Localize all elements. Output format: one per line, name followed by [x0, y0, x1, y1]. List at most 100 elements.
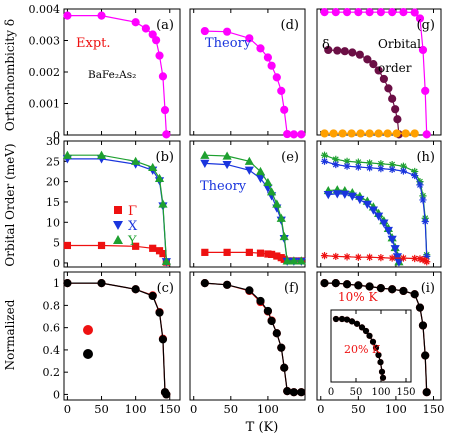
data-point [366, 159, 374, 167]
panel-frame [330, 309, 412, 383]
data-point [399, 167, 408, 175]
data-point [415, 14, 425, 23]
data-point [280, 363, 289, 372]
panel-letter: (d) [281, 18, 299, 33]
data-point [320, 129, 329, 138]
data-point [62, 150, 73, 159]
data-point [348, 48, 357, 57]
data-point [416, 181, 424, 189]
x-tick-label: 100 [371, 387, 390, 398]
data-point [362, 327, 370, 335]
data-point [297, 130, 306, 139]
data-point [338, 315, 346, 323]
data-point [267, 187, 277, 196]
data-point [223, 248, 231, 256]
x-tick-label: 150 [159, 402, 181, 416]
data-point [277, 343, 286, 352]
data-point [200, 26, 209, 36]
xlabel: T (K) [246, 420, 279, 435]
annotation: Expt. [76, 36, 111, 51]
data-point [399, 254, 408, 262]
data-point [272, 73, 281, 82]
data-point [388, 160, 396, 169]
annotation: Orbital [378, 37, 421, 51]
annotation: δ [322, 38, 330, 53]
legend-marker [83, 349, 93, 359]
annotation: Theory [205, 36, 252, 51]
data-point [263, 53, 273, 62]
data-point [158, 335, 168, 344]
y-tick-label: 0 [53, 257, 60, 270]
data-point [222, 27, 232, 36]
data-point [355, 195, 365, 205]
data-point [354, 163, 362, 171]
x-tick-label: 0 [64, 402, 71, 416]
data-point [276, 213, 286, 222]
data-point [97, 11, 106, 20]
data-point [399, 162, 408, 170]
panel-letter: (g) [417, 18, 435, 33]
data-point [388, 8, 397, 17]
data-point [399, 286, 408, 296]
y-tick-label: 1 [53, 277, 60, 290]
panel-7: 0 50 100 (f) [189, 271, 306, 416]
data-point [320, 157, 329, 165]
data-point [338, 129, 347, 138]
data-point [159, 249, 167, 258]
data-point [267, 316, 276, 326]
data-point [283, 129, 292, 139]
data-point [161, 256, 171, 265]
data-point [369, 60, 378, 69]
data-point [97, 279, 106, 288]
legend-label: Γ [128, 204, 137, 219]
data-point [323, 191, 333, 200]
x-tick-label: 100 [257, 402, 279, 416]
data-point [63, 241, 72, 250]
data-point [332, 315, 340, 323]
data-point [388, 94, 397, 103]
y-tick-label: 0.6 [43, 322, 61, 335]
data-point [264, 250, 272, 258]
data-point [342, 8, 352, 17]
data-point [366, 332, 373, 339]
data-point [263, 306, 273, 316]
data-point [379, 374, 387, 381]
data-point [355, 50, 364, 59]
data-point [411, 171, 419, 180]
y-tick-label: 0.001 [29, 98, 61, 111]
data-point [333, 46, 342, 55]
data-point [289, 388, 298, 397]
data-point [399, 8, 408, 17]
data-point [131, 285, 140, 294]
data-point [347, 192, 357, 201]
data-point [200, 279, 209, 288]
legend-marker [114, 206, 122, 214]
y-tick-label: 0.2 [43, 366, 61, 379]
data-point [369, 338, 377, 345]
legend-marker [113, 235, 123, 244]
panel-letter: (f) [284, 281, 299, 296]
data-point [154, 173, 165, 182]
data-point [377, 165, 385, 173]
data-point [340, 190, 350, 199]
data-point [366, 164, 374, 172]
data-point [200, 150, 210, 159]
data-point [411, 254, 419, 263]
data-point [388, 254, 396, 262]
y-tick-label: 0.004 [29, 3, 61, 16]
data-point [256, 296, 265, 306]
legend-label: Y [127, 234, 137, 249]
data-point [162, 130, 171, 139]
y-tick-label: 0.002 [29, 66, 61, 79]
x-tick-label: 100 [385, 402, 407, 416]
data-point [283, 386, 292, 396]
data-point [354, 8, 363, 17]
y-tick-label: 0.8 [43, 299, 61, 312]
data-point [392, 253, 403, 262]
data-point [368, 206, 378, 215]
data-point [343, 157, 351, 165]
data-point [289, 130, 298, 139]
data-point [423, 252, 431, 261]
panel-0: 0 0.001 0.002 0.003 0.004 (a) Expt. BaFe₂As₂ [29, 3, 181, 142]
